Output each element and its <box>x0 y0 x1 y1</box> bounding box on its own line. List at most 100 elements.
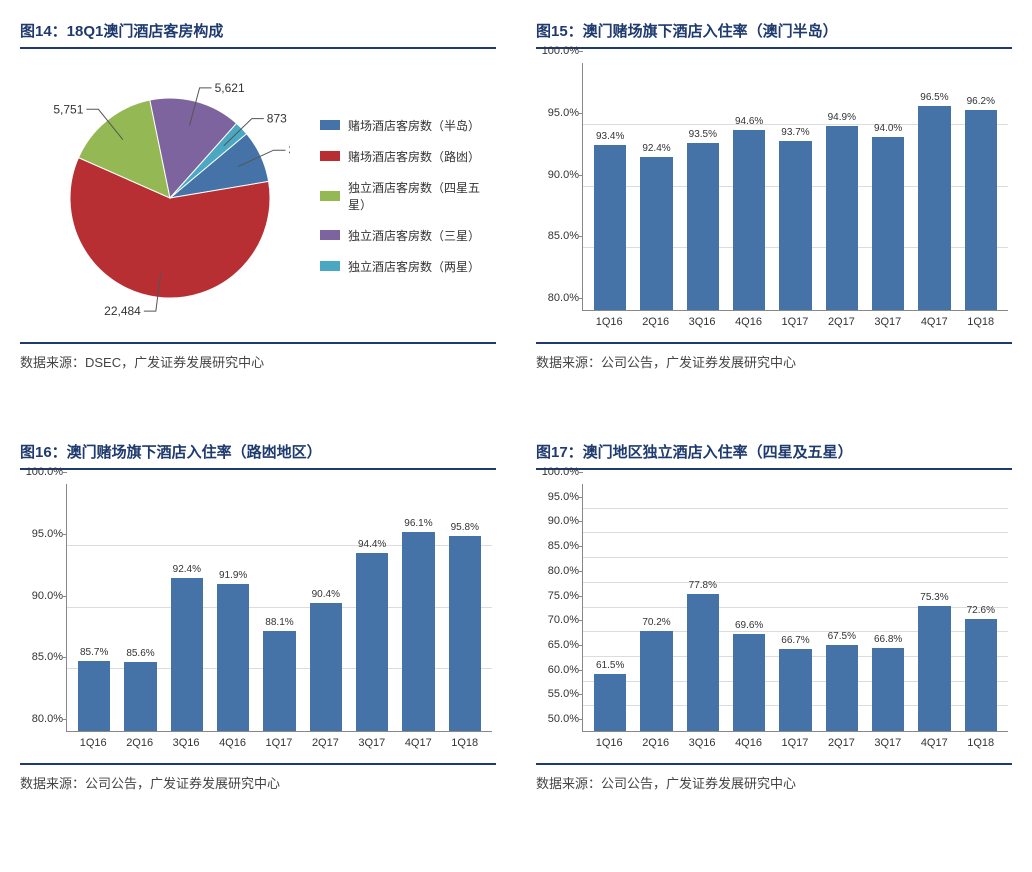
bar: 85.7% <box>71 484 117 731</box>
y-tick: 75.0% <box>533 590 579 602</box>
chart-grid: 图14：18Q1澳门酒店客房构成 3,20922,4845,7515,62187… <box>20 20 1012 792</box>
x-tick: 4Q17 <box>911 311 957 328</box>
panel-title: 图14：18Q1澳门酒店客房构成 <box>20 20 496 49</box>
bar-value-label: 61.5% <box>596 660 624 671</box>
legend-label: 独立酒店客房数（三星） <box>348 227 480 244</box>
y-tick: 90.0% <box>533 169 579 181</box>
bar: 95.8% <box>442 484 488 731</box>
pie-svg-container: 3,20922,4845,7515,621873 <box>20 63 290 328</box>
bar: 69.6% <box>726 484 772 731</box>
pie-legend: 赌场酒店客房数（半岛） 赌场酒店客房数（路凼） 独立酒店客房数（四星五星） 独立酒店客… <box>290 103 496 289</box>
bar: 61.5% <box>587 484 633 731</box>
y-tick: 100.0% <box>533 45 579 57</box>
bar: 72.6% <box>958 484 1004 731</box>
legend-swatch <box>320 151 340 161</box>
x-tick: 1Q17 <box>772 732 818 749</box>
bar: 94.4% <box>349 484 395 731</box>
legend-item: 赌场酒店客房数（半岛） <box>320 117 496 134</box>
bar: 92.4% <box>633 63 679 310</box>
bar-chart: 50.0%55.0%60.0%65.0%70.0%75.0%80.0%85.0%… <box>536 484 1012 749</box>
bar-value-label: 94.0% <box>874 123 902 134</box>
bar: 77.8% <box>680 484 726 731</box>
y-tick: 70.0% <box>533 614 579 626</box>
panel-title: 图16：澳门赌场旗下酒店入住率（路凼地区） <box>20 441 496 470</box>
y-tick: 95.0% <box>533 491 579 503</box>
bar-value-label: 69.6% <box>735 620 763 631</box>
bar-value-label: 85.7% <box>80 647 108 658</box>
x-tick: 4Q17 <box>911 732 957 749</box>
bar: 70.2% <box>633 484 679 731</box>
x-tick: 3Q17 <box>865 311 911 328</box>
x-tick: 2Q17 <box>818 311 864 328</box>
legend-label: 赌场酒店客房数（半岛） <box>348 117 480 134</box>
bar: 94.6% <box>726 63 772 310</box>
bar-value-label: 66.7% <box>781 635 809 646</box>
bar: 66.8% <box>865 484 911 731</box>
x-tick: 2Q16 <box>632 311 678 328</box>
legend-swatch <box>320 120 340 130</box>
bar-value-label: 88.1% <box>265 617 293 628</box>
bar-plot: 80.0%85.0%90.0%95.0%100.0%85.7%85.6%92.4… <box>66 484 492 732</box>
x-tick: 1Q18 <box>442 732 488 749</box>
bar-value-label: 93.4% <box>596 131 624 142</box>
legend-swatch <box>320 261 340 271</box>
x-tick: 3Q17 <box>865 732 911 749</box>
legend-item: 独立酒店客房数（两星） <box>320 258 496 275</box>
bar: 75.3% <box>911 484 957 731</box>
bar: 93.7% <box>772 63 818 310</box>
bar-value-label: 93.7% <box>781 127 809 138</box>
bar-value-label: 70.2% <box>642 617 670 628</box>
legend-label: 赌场酒店客房数（路凼） <box>348 148 480 165</box>
pie-svg: 3,20922,4845,7515,621873 <box>20 63 290 323</box>
legend-swatch <box>320 230 340 240</box>
bar-value-label: 72.6% <box>967 605 995 616</box>
bar-value-label: 94.9% <box>828 112 856 123</box>
pie-slice-value: 22,484 <box>104 304 141 318</box>
bar: 96.2% <box>958 63 1004 310</box>
bar: 91.9% <box>210 484 256 731</box>
bar: 94.9% <box>819 63 865 310</box>
legend-label: 独立酒店客房数（两星） <box>348 258 480 275</box>
pie-slice-value: 5,621 <box>215 81 245 95</box>
x-tick: 1Q17 <box>772 311 818 328</box>
bar: 67.5% <box>819 484 865 731</box>
y-tick: 80.0% <box>533 292 579 304</box>
y-tick: 95.0% <box>17 528 63 540</box>
panel-bar-independent: 图17：澳门地区独立酒店入住率（四星及五星） 50.0%55.0%60.0%65… <box>536 441 1012 792</box>
pie-chart: 3,20922,4845,7515,621873 赌场酒店客房数（半岛）赌场酒店… <box>20 63 496 328</box>
bar-value-label: 96.1% <box>404 518 432 529</box>
panel-title: 图17：澳门地区独立酒店入住率（四星及五星） <box>536 441 1012 470</box>
pie-slice-value: 5,751 <box>53 102 83 116</box>
bar: 96.5% <box>911 63 957 310</box>
bar-value-label: 77.8% <box>689 580 717 591</box>
panel-source: 数据来源：公司公告，广发证券发展研究中心 <box>536 342 1012 371</box>
y-tick: 100.0% <box>533 466 579 478</box>
panel-pie: 图14：18Q1澳门酒店客房构成 3,20922,4845,7515,62187… <box>20 20 496 371</box>
legend-label: 独立酒店客房数（四星五星） <box>348 179 496 213</box>
legend-swatch <box>320 191 340 201</box>
x-tick: 4Q16 <box>725 732 771 749</box>
legend-item: 独立酒店客房数（四星五星） <box>320 179 496 213</box>
bar-chart: 80.0%85.0%90.0%95.0%100.0%85.7%85.6%92.4… <box>20 484 496 749</box>
bar: 88.1% <box>256 484 302 731</box>
bar-plot: 50.0%55.0%60.0%65.0%70.0%75.0%80.0%85.0%… <box>582 484 1008 732</box>
x-tick: 1Q16 <box>586 311 632 328</box>
bar: 92.4% <box>164 484 210 731</box>
x-tick: 3Q17 <box>349 732 395 749</box>
x-tick: 4Q16 <box>209 732 255 749</box>
bar-value-label: 94.4% <box>358 539 386 550</box>
y-tick: 100.0% <box>17 466 63 478</box>
y-tick: 60.0% <box>533 664 579 676</box>
y-tick: 50.0% <box>533 713 579 725</box>
bar: 93.5% <box>680 63 726 310</box>
bar: 90.4% <box>303 484 349 731</box>
bar: 66.7% <box>772 484 818 731</box>
y-tick: 85.0% <box>17 651 63 663</box>
x-tick: 3Q16 <box>163 732 209 749</box>
x-tick: 2Q16 <box>116 732 162 749</box>
y-tick: 90.0% <box>533 515 579 527</box>
y-tick: 80.0% <box>17 713 63 725</box>
y-tick: 90.0% <box>17 590 63 602</box>
bar-chart: 80.0%85.0%90.0%95.0%100.0%93.4%92.4%93.5… <box>536 63 1012 328</box>
x-tick: 1Q17 <box>256 732 302 749</box>
